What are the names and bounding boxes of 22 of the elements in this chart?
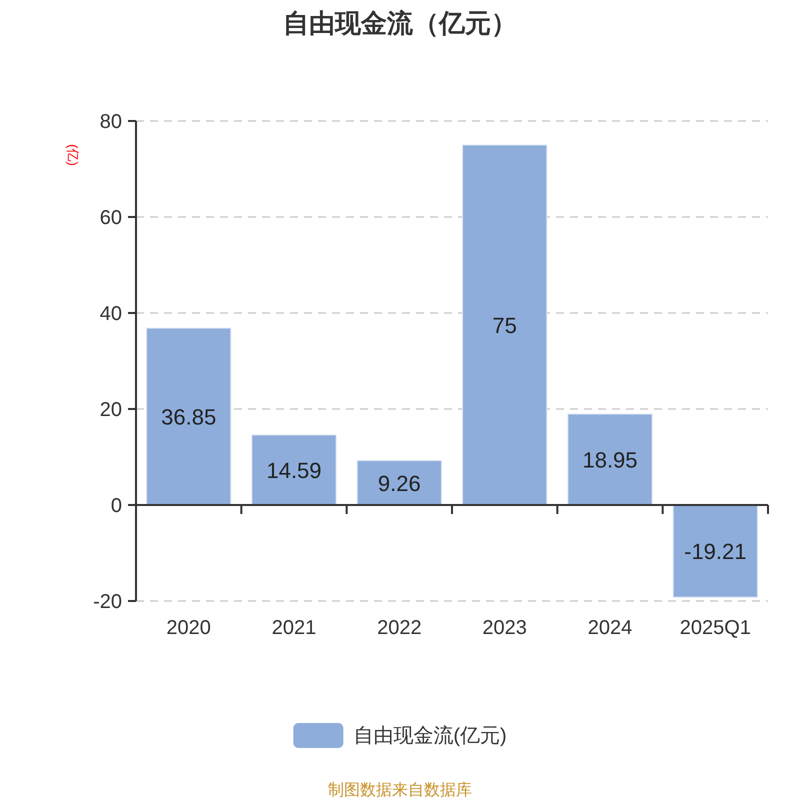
x-tick-label: 2022 [377, 617, 422, 639]
y-tick-label: 60 [100, 207, 122, 229]
data-label: 14.59 [266, 458, 322, 483]
x-tick-label: 2024 [588, 617, 632, 639]
ylabel: (亿) [66, 144, 81, 166]
title: 自由现金流（亿元） [283, 8, 517, 38]
data-label: -19.21 [684, 539, 747, 564]
annotation: 制图数据来自数据库 [328, 782, 472, 799]
y-tick-label: 80 [100, 111, 122, 133]
x-tick-label: 2023 [482, 617, 527, 639]
x-tick-label: 2021 [272, 617, 316, 639]
x-tick-label: 2020 [166, 617, 211, 639]
y-tick-label: 40 [100, 303, 122, 325]
data-label: 75 [492, 313, 517, 338]
legend-label: 自由现金流(亿元) [353, 725, 507, 747]
data-label: 36.85 [161, 404, 216, 430]
data-label: 9.26 [378, 470, 421, 496]
y-tick-label: 20 [100, 399, 122, 421]
x-tick-label: 2025Q1 [680, 617, 751, 639]
data-label: 18.95 [582, 448, 638, 473]
y-tick-label: 0 [110, 495, 122, 517]
y-tick-label: -20 [93, 591, 122, 613]
